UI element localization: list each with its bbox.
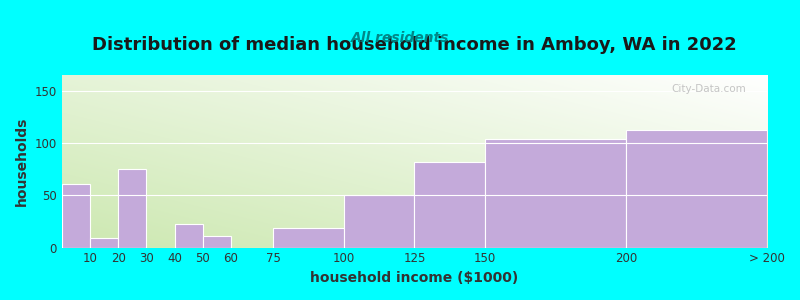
Bar: [90, 238, 118, 248]
Bar: [174, 224, 202, 248]
Bar: [485, 139, 626, 248]
Bar: [626, 130, 767, 248]
X-axis label: household income ($1000): household income ($1000): [310, 271, 518, 285]
Bar: [414, 162, 485, 248]
Bar: [62, 184, 90, 248]
Text: City-Data.com: City-Data.com: [671, 84, 746, 94]
Bar: [344, 195, 414, 248]
Bar: [202, 236, 231, 248]
Y-axis label: households: households: [15, 117, 29, 206]
Bar: [274, 228, 344, 247]
Bar: [118, 169, 146, 248]
Title: Distribution of median household income in Amboy, WA in 2022: Distribution of median household income …: [92, 36, 737, 54]
Text: All residents: All residents: [351, 32, 449, 46]
